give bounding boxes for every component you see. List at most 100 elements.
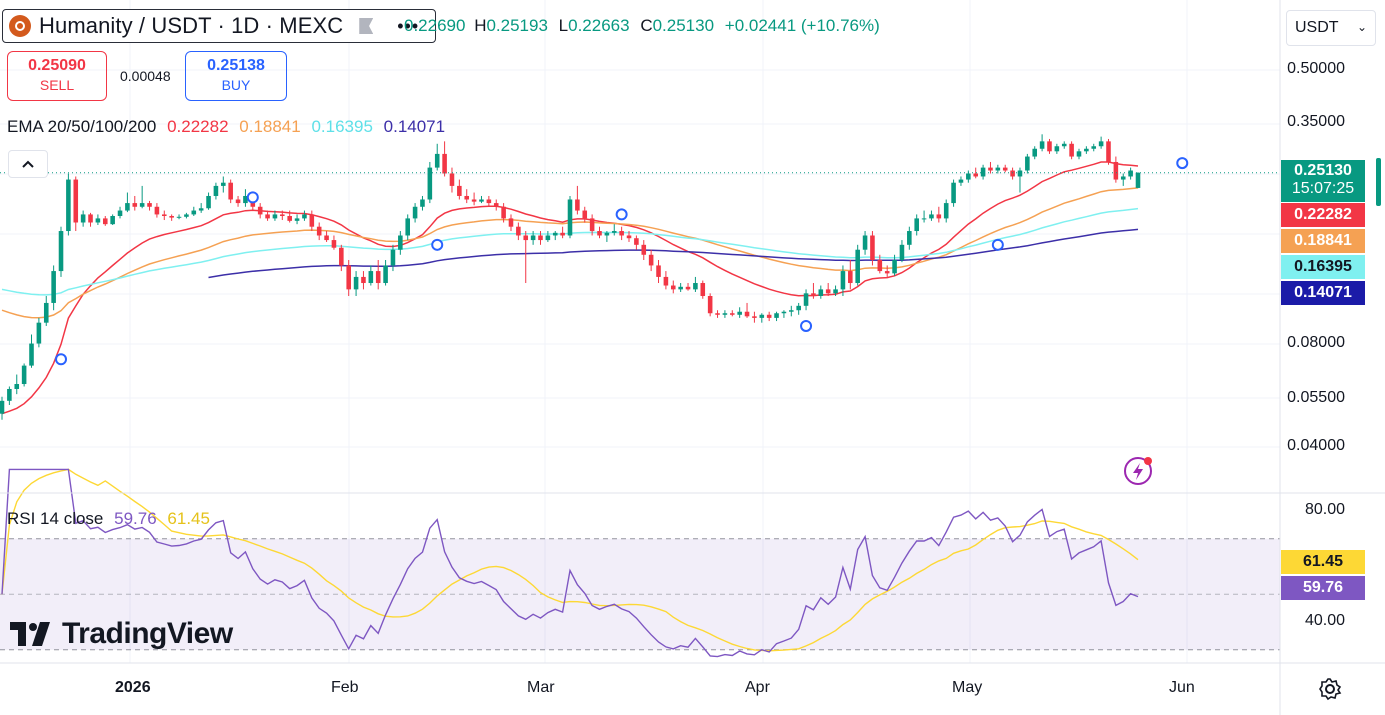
candle-body	[339, 247, 344, 266]
candle-body	[110, 216, 115, 225]
candle-body	[670, 285, 676, 290]
candle-body	[929, 214, 934, 219]
candle-body	[449, 173, 455, 186]
candle-body	[493, 203, 499, 207]
candle-body	[811, 293, 816, 297]
candle-body	[434, 153, 440, 168]
candle-body	[604, 232, 610, 236]
collapse-legend-button[interactable]	[8, 150, 48, 178]
candle-body	[221, 182, 226, 186]
candle-body	[161, 214, 167, 217]
price-axis-label: 0.35000	[1287, 113, 1345, 131]
candle-body	[892, 260, 897, 274]
candle-body	[722, 313, 728, 315]
candle-body	[383, 265, 388, 284]
close-value: 0.25130	[652, 16, 715, 35]
rsi-lines	[1, 468, 1139, 658]
ema50-badge: 0.18841	[1281, 228, 1365, 253]
currency-select[interactable]: USDT ⌄	[1286, 10, 1376, 46]
sell-price: 0.25090	[28, 57, 86, 74]
sell-button[interactable]: 0.25090 SELL	[7, 51, 107, 101]
candle-body	[870, 235, 875, 261]
candle-body	[840, 271, 846, 290]
candle-body	[280, 214, 285, 217]
candle-body	[774, 313, 779, 318]
candle-body	[132, 203, 138, 207]
candle-body	[1128, 170, 1133, 177]
candle-body	[102, 218, 108, 225]
chevron-down-icon: ⌄	[1356, 20, 1367, 34]
rsi-ma-value: 61.45	[167, 509, 210, 528]
candle-body	[523, 235, 529, 241]
candle-body	[346, 265, 351, 290]
low-value: 0.22663	[568, 16, 630, 35]
candle-body	[715, 313, 720, 315]
candles	[0, 134, 1141, 420]
flag-icon[interactable]	[359, 18, 374, 34]
candle-body	[700, 283, 706, 297]
candle-body	[899, 244, 905, 261]
candle-body	[921, 218, 927, 220]
time-axis-label: Jun	[1169, 679, 1195, 696]
candle-body	[309, 214, 315, 227]
candle-body	[36, 322, 42, 344]
candle-body	[1061, 143, 1067, 147]
candle-body	[1032, 148, 1038, 157]
buy-button[interactable]: 0.25138 BUY	[185, 51, 287, 101]
ema200-value: 0.14071	[383, 117, 446, 136]
candle-body	[257, 206, 263, 215]
candle-body	[862, 235, 868, 250]
ema-legend[interactable]: EMA 20/50/100/200 0.22282 0.18841 0.1639…	[7, 117, 445, 137]
candle-body	[420, 199, 425, 207]
time-axis-label: Apr	[745, 679, 770, 696]
candle-body	[597, 231, 602, 236]
candle-body	[796, 305, 801, 311]
candle-body	[530, 235, 536, 241]
candle-body	[464, 195, 470, 200]
rsi-axis-label: 40.00	[1304, 612, 1345, 629]
candle-body	[552, 232, 558, 236]
candle-body	[88, 214, 93, 223]
candle-body	[154, 206, 160, 215]
candle-body	[877, 260, 883, 272]
candle-body	[656, 265, 661, 277]
candle-body	[538, 235, 543, 241]
spread-value: 0.00048	[120, 68, 171, 84]
ema20-badge: 0.22282	[1281, 202, 1365, 227]
candle-body	[147, 203, 152, 207]
tradingview-logo[interactable]: TradingView	[10, 617, 233, 651]
scroll-indicator	[1376, 158, 1381, 206]
candle-body	[641, 244, 647, 255]
candle-body	[95, 218, 101, 223]
candle-body	[936, 214, 942, 219]
coin-logo-icon	[9, 15, 31, 37]
candle-body	[501, 206, 506, 219]
low-label: L	[558, 16, 569, 35]
more-options-icon[interactable]: •••	[397, 15, 420, 36]
high-value: 0.25193	[486, 16, 548, 35]
settings-gear-icon[interactable]	[1318, 677, 1342, 701]
candle-body	[1010, 170, 1015, 177]
symbol-selector[interactable]: Humanity / USDT · 1D · MEXC •••	[2, 9, 436, 43]
candle-body	[707, 296, 713, 314]
candle-body	[1076, 151, 1082, 157]
price-axis-label: 0.08000	[1287, 333, 1345, 351]
candle-body	[766, 314, 772, 318]
event-marker	[800, 319, 813, 332]
time-axis-label: Feb	[331, 679, 359, 696]
currency-value: USDT	[1295, 19, 1339, 36]
buy-label: BUY	[221, 77, 251, 93]
candle-body	[73, 179, 79, 223]
candle-body	[907, 231, 912, 245]
rsi-legend[interactable]: RSI 14 close 59.76 61.45	[7, 509, 210, 529]
candle-body	[125, 203, 130, 211]
candle-body	[508, 218, 514, 227]
candle-body	[198, 208, 204, 211]
candle-body	[442, 153, 447, 174]
ema200-badge: 0.14071	[1281, 280, 1365, 305]
candle-body	[0, 400, 5, 414]
candle-body	[1025, 156, 1030, 171]
ohlc-legend: O0.22690 H0.25193 L0.22663 C0.25130 +0.0…	[404, 16, 880, 36]
candle-body	[966, 173, 971, 180]
